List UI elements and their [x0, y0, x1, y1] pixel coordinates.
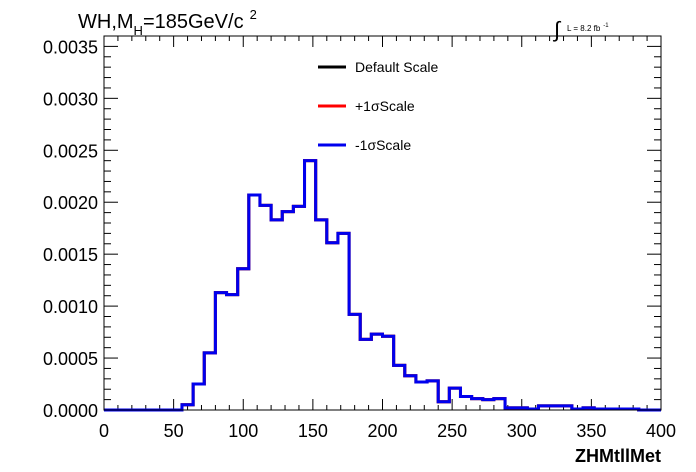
- series-line-minus: [104, 159, 661, 412]
- x-tick-label: 150: [298, 421, 328, 441]
- title-superscript: 2: [250, 7, 257, 22]
- x-tick-label: 350: [576, 421, 606, 441]
- y-tick-label: 0.0005: [43, 349, 98, 369]
- x-tick-label: 50: [164, 421, 184, 441]
- x-tick-label: 0: [99, 421, 109, 441]
- luminosity-superscript: -1: [603, 23, 609, 29]
- x-tick-label: 300: [507, 421, 537, 441]
- y-tick-label: 0.0020: [43, 193, 98, 213]
- x-axis-title: ZHMtllMet: [575, 446, 661, 466]
- x-tick-label: 400: [646, 421, 676, 441]
- luminosity-text: L = 8.2 fb: [567, 24, 601, 33]
- x-tick-label: 100: [228, 421, 258, 441]
- x-tick-label: 200: [367, 421, 397, 441]
- y-tick-label: 0.0010: [43, 297, 98, 317]
- y-tick-label: 0.0030: [43, 89, 98, 109]
- legend-label-minus: -1σScale: [355, 137, 411, 153]
- legend: Default Scale +1σScale -1σScale: [318, 59, 438, 153]
- series-group: [104, 159, 661, 412]
- luminosity-label: L = 8.2 fb -1: [567, 23, 609, 33]
- legend-label-plus: +1σScale: [355, 98, 415, 114]
- y-tick-label: 0.0015: [43, 245, 98, 265]
- y-tick-label: 0.0035: [43, 37, 98, 57]
- title-subscript: H: [134, 23, 143, 38]
- y-tick-label: 0.0000: [43, 401, 98, 421]
- x-tick-label: 250: [437, 421, 467, 441]
- legend-label-default: Default Scale: [355, 59, 438, 75]
- plot-frame: [103, 35, 662, 411]
- chart-title: WH,MH=185GeV/c 2: [78, 7, 257, 38]
- y-tick-label: 0.0025: [43, 141, 98, 161]
- luminosity-integral-symbol: ∫: [552, 17, 562, 42]
- title-rest: =185GeV/c: [143, 11, 244, 33]
- axis-tick-labels: 0 50 100 150 200 250 300 350 400 0.0000 0.0005 0.00…: [43, 37, 676, 441]
- title-main: WH,M: [78, 11, 134, 33]
